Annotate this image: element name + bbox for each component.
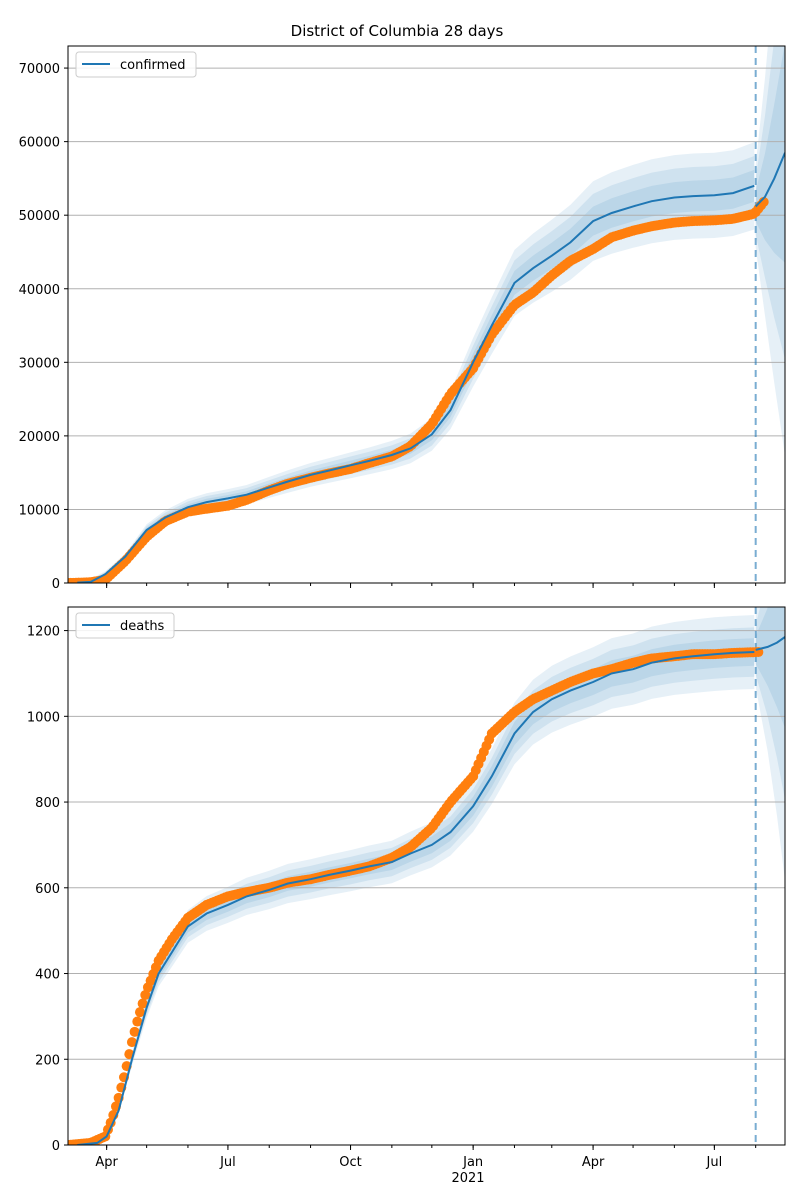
legend: confirmed	[75, 51, 197, 78]
x-tick-label: Apr	[582, 1155, 605, 1170]
observed-points	[68, 196, 769, 583]
forecast-band-1	[755, 607, 785, 800]
y-tick-label: 40000	[19, 283, 60, 298]
year-label: 2021	[451, 1171, 484, 1186]
observed-point	[134, 1007, 145, 1018]
y-tick-label: 0	[52, 1139, 60, 1154]
series-lines	[68, 46, 785, 583]
uncertainty-bands	[77, 46, 785, 583]
y-tick-label: 60000	[19, 136, 60, 151]
legend-label: deaths	[120, 619, 165, 634]
uncertainty-bands	[77, 607, 785, 1145]
forecast-band-2	[755, 607, 785, 728]
forecast-line	[755, 636, 785, 651]
observed-point	[126, 1037, 137, 1048]
x-tick-label: Jul	[706, 1155, 723, 1170]
series-lines	[68, 607, 785, 1145]
deaths-panel: 0 200 400 600 800 1000 1200 Apr Jul Oct Jan Apr Jul d…	[27, 606, 786, 1170]
y-tick-label: 200	[35, 1053, 60, 1068]
observed-point	[132, 1016, 143, 1027]
observed-point	[140, 989, 151, 1000]
observed-point	[137, 998, 148, 1009]
x-tick-label: Jul	[219, 1155, 236, 1170]
legend-label: confirmed	[120, 58, 186, 73]
y-tick-label: 20000	[19, 430, 60, 445]
confirmed-panel: 0 10000 20000 30000 40000 50000 60000 70000 conf…	[19, 45, 786, 592]
y-tick-label: 50000	[19, 209, 60, 224]
x-tick-label: Oct	[339, 1155, 361, 1170]
model-line	[77, 651, 755, 1145]
legend: deaths	[75, 612, 175, 639]
y-tick-label: 30000	[19, 356, 60, 371]
y-tick-label: 600	[35, 882, 60, 897]
uncertainty-band-0	[77, 615, 755, 1145]
y-tick-label: 70000	[19, 62, 60, 77]
uncertainty-band-2	[77, 638, 755, 1145]
legend-box	[75, 612, 175, 639]
y-tick-label: 400	[35, 968, 60, 983]
y-tick-label: 1200	[27, 625, 60, 640]
forecast-band-0	[755, 46, 785, 456]
axes-frame	[67, 45, 786, 584]
y-tick-label: 0	[52, 577, 60, 592]
y-tick-label: 1000	[27, 710, 60, 725]
chart-title: District of Columbia 28 days	[291, 22, 504, 40]
forecast-band-0	[755, 607, 785, 881]
x-tick-label: Apr	[95, 1155, 118, 1170]
model-line	[77, 184, 755, 583]
uncertainty-band-1	[77, 156, 755, 583]
observed-points	[68, 647, 764, 1145]
uncertainty-band-2	[77, 169, 755, 583]
axes-frame	[67, 606, 786, 1146]
uncertainty-band-1	[77, 627, 755, 1145]
x-tick-label: Jan	[462, 1155, 483, 1170]
y-tick-label: 800	[35, 796, 60, 811]
observed-point	[129, 1026, 140, 1037]
forecast-band-1	[755, 46, 785, 360]
legend-box	[75, 51, 197, 78]
y-tick-label: 10000	[19, 503, 60, 518]
forecast-line	[754, 152, 785, 208]
